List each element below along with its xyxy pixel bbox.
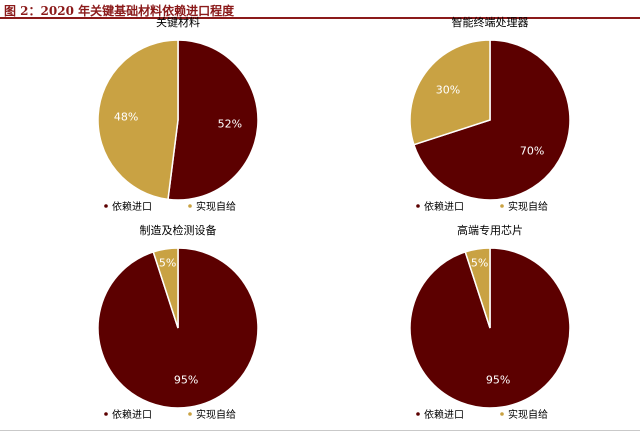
legend-label-self-sufficient: 实现自给 <box>196 200 236 213</box>
pie-chart-key-materials: 关键材料 52% 48% 依赖进口 实现自给 <box>97 15 259 213</box>
slice-percent-label: 5% <box>159 256 176 269</box>
legend-label-import: 依赖进口 <box>424 200 464 213</box>
legend-label-import: 依赖进口 <box>112 408 152 421</box>
slice-percent-label: 52% <box>218 117 242 130</box>
pie-title: 智能终端处理器 <box>452 15 529 29</box>
legend-label-import: 依赖进口 <box>112 200 152 213</box>
figure-title: 图 2：2020 年关键基础材料依赖进口程度 <box>4 4 235 18</box>
pie-chart-manufacturing-equipment: 制造及检测设备 95% 5% 依赖进口 实现自给 <box>97 223 259 421</box>
pie-slice-self-sufficient <box>409 39 491 146</box>
legend-marker-import <box>104 204 108 208</box>
bottom-divider <box>0 430 640 431</box>
pie-title: 高端专用芯片 <box>457 223 523 237</box>
slice-percent-label: 48% <box>114 111 138 124</box>
legend-marker-import <box>416 412 420 416</box>
legend-label-import: 依赖进口 <box>424 408 464 421</box>
pie-slice-self-sufficient <box>464 247 491 329</box>
slice-percent-label: 95% <box>486 373 510 386</box>
legend-marker-self-sufficient <box>188 204 192 208</box>
legend-marker-import <box>416 204 420 208</box>
legend-marker-self-sufficient <box>500 204 504 208</box>
legend-label-self-sufficient: 实现自给 <box>196 408 236 421</box>
pie-slice-self-sufficient <box>97 39 179 201</box>
pie-slice-import <box>167 39 259 201</box>
slice-percent-label: 5% <box>471 256 488 269</box>
title-divider <box>0 17 640 19</box>
legend-marker-self-sufficient <box>500 412 504 416</box>
slice-percent-label: 70% <box>520 145 544 158</box>
pie-title: 关键材料 <box>156 15 200 29</box>
legend-marker-self-sufficient <box>188 412 192 416</box>
legend-marker-import <box>104 412 108 416</box>
legend-label-self-sufficient: 实现自给 <box>508 408 548 421</box>
pie-slice-import <box>412 39 571 201</box>
pie-chart-high-end-chips: 高端专用芯片 95% 5% 依赖进口 实现自给 <box>409 223 571 421</box>
pie-title: 制造及检测设备 <box>140 223 217 237</box>
pie-chart-terminal-processors: 智能终端处理器 70% 30% 依赖进口 实现自给 <box>409 15 571 213</box>
slice-percent-label: 95% <box>174 373 198 386</box>
legend-label-self-sufficient: 实现自给 <box>508 200 548 213</box>
slice-percent-label: 30% <box>436 83 460 96</box>
pie-slice-self-sufficient <box>152 247 179 329</box>
